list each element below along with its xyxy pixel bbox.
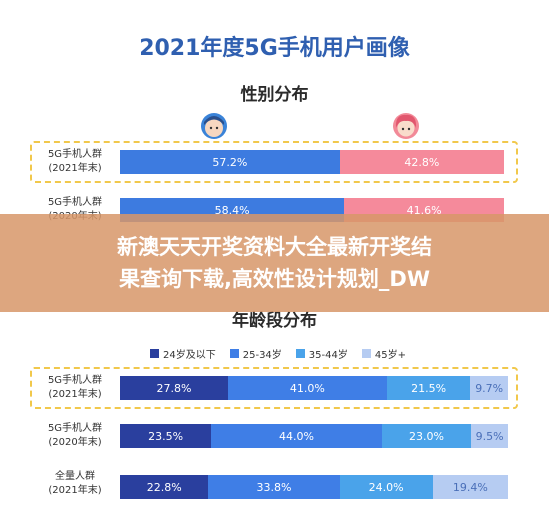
page-title: 2021年度5G手机用户画像 (139, 36, 410, 61)
age-bar-segment: 19.4% (432, 475, 508, 499)
age-row-label: 5G手机人群 (2020年末) (35, 422, 115, 450)
age-bar-segment: 9.7% (470, 376, 508, 400)
legend-swatch (229, 349, 239, 358)
male-bar-segment: 57.2% (120, 150, 340, 174)
row-label-line2: (2021年末) (48, 389, 102, 400)
age-section-title: 年龄段分布 (232, 311, 317, 331)
legend-item: 24岁及以下 (150, 346, 216, 361)
age-bar-segment: 22.8% (120, 475, 209, 499)
legend-label: 24岁及以下 (163, 350, 216, 361)
row-label-line1: 全量人群 (55, 471, 95, 482)
legend-item: 25-34岁 (229, 346, 282, 361)
age-bar-segment: 9.5% (471, 424, 508, 448)
row-label-line1: 5G手机人群 (47, 197, 103, 208)
male-avatar-icon (201, 113, 227, 139)
row-label-line2: (2021年末) (48, 163, 102, 174)
age-bar-row: 22.8% 33.8% 24.0% 19.4% (120, 475, 508, 499)
legend-item: 45岁+ (361, 346, 406, 361)
banner-line2: 果查询下载,高效性设计规划_DW (118, 267, 431, 291)
row-label-line1: 5G手机人群 (47, 149, 103, 160)
gender-bar-row: 57.2% 42.8% (120, 150, 504, 174)
overlay-banner: 新澳天天开奖资料大全最新开奖结 果查询下载,高效性设计规划_DW (0, 214, 549, 312)
gender-row-highlight-box (30, 141, 518, 183)
age-bar-row: 27.8% 41.0% 21.5% 9.7% (120, 376, 508, 400)
age-bar-segment: 23.0% (381, 424, 472, 448)
age-bar-segment: 24.0% (339, 475, 433, 499)
row-label-line1: 5G手机人群 (47, 375, 103, 386)
age-bar-segment: 23.5% (120, 424, 212, 448)
female-bar-segment: 42.8% (339, 150, 504, 174)
age-row-label: 全量人群 (2021年末) (35, 470, 115, 498)
age-bar-segment: 27.8% (120, 376, 228, 400)
legend-label: 35-44岁 (308, 350, 348, 361)
age-row-highlight-box (30, 367, 518, 409)
age-bar-segment: 33.8% (208, 475, 340, 499)
legend-label: 45岁+ (374, 350, 406, 361)
legend-swatch (150, 349, 159, 358)
legend-swatch (295, 349, 305, 358)
row-label-line2: (2020年末) (48, 437, 102, 448)
age-row-label: 5G手机人群 (2021年末) (35, 374, 115, 402)
age-bar-segment: 21.5% (386, 376, 471, 400)
banner-line1: 新澳天天开奖资料大全最新开奖结 (117, 235, 432, 259)
row-label-line1: 5G手机人群 (47, 423, 103, 434)
gender-row-label: 5G手机人群 (2021年末) (35, 148, 115, 176)
female-avatar-icon (393, 113, 419, 139)
legend-swatch (361, 349, 371, 358)
age-bar-segment: 44.0% (211, 424, 382, 448)
age-legend: 24岁及以下 25-34岁 35-44岁 45岁+ (150, 346, 406, 361)
row-label-line2: (2021年末) (48, 485, 102, 496)
age-bar-segment: 41.0% (227, 376, 387, 400)
age-bar-row: 23.5% 44.0% 23.0% 9.5% (120, 424, 508, 448)
legend-item: 35-44岁 (295, 346, 348, 361)
gender-section-title: 性别分布 (240, 85, 309, 105)
legend-label: 25-34岁 (242, 350, 282, 361)
